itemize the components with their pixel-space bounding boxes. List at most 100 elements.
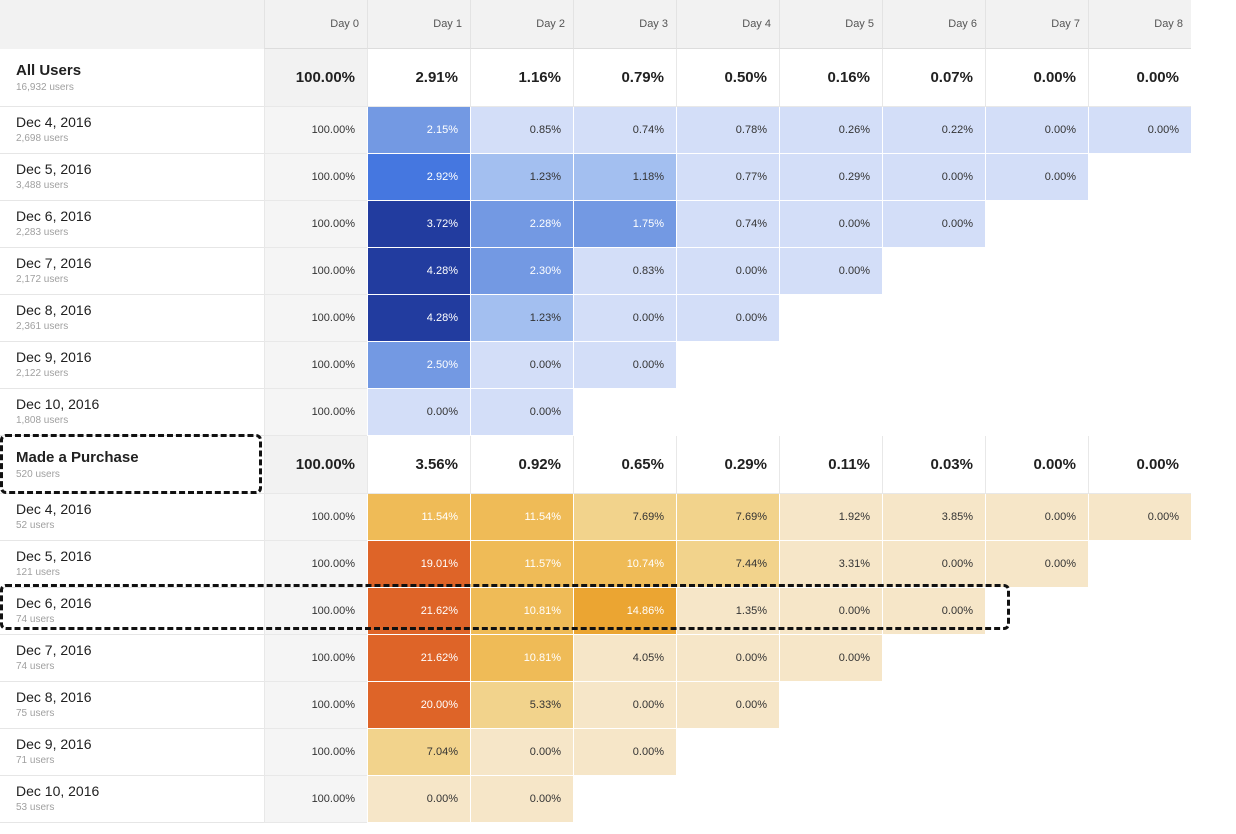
cohort-cell[interactable]: 100.00% bbox=[264, 295, 367, 342]
cohort-cell[interactable]: 1.75% bbox=[573, 201, 676, 248]
column-header[interactable]: Day 4 bbox=[676, 0, 779, 49]
cohort-cell[interactable]: 0.29% bbox=[779, 154, 882, 201]
cohort-row-label[interactable]: Dec 7, 2016 2,172 users bbox=[0, 248, 264, 295]
cohort-cell[interactable]: 0.00% bbox=[985, 494, 1088, 541]
column-header[interactable]: Day 1 bbox=[367, 0, 470, 49]
cohort-cell[interactable]: 100.00% bbox=[264, 342, 367, 389]
cohort-cell[interactable]: 0.00% bbox=[779, 201, 882, 248]
cohort-cell[interactable]: 0.00% bbox=[779, 588, 882, 635]
cohort-cell[interactable]: 19.01% bbox=[367, 541, 470, 588]
cohort-cell[interactable]: 0.00% bbox=[470, 389, 573, 436]
cohort-row-label[interactable]: Dec 6, 2016 74 users bbox=[0, 588, 264, 635]
cohort-cell[interactable]: 14.86% bbox=[573, 588, 676, 635]
cohort-cell[interactable]: 2.92% bbox=[367, 154, 470, 201]
column-header[interactable]: Day 8 bbox=[1088, 0, 1191, 49]
cohort-cell[interactable]: 10.81% bbox=[470, 635, 573, 682]
cohort-cell[interactable]: 0.83% bbox=[573, 248, 676, 295]
cohort-cell[interactable]: 0.85% bbox=[470, 107, 573, 154]
cohort-cell[interactable]: 0.26% bbox=[779, 107, 882, 154]
cohort-cell[interactable]: 0.00% bbox=[779, 248, 882, 295]
cohort-row-label[interactable]: Dec 5, 2016 3,488 users bbox=[0, 154, 264, 201]
cohort-cell[interactable]: 0.00% bbox=[985, 107, 1088, 154]
cohort-cell[interactable]: 21.62% bbox=[367, 588, 470, 635]
cohort-cell[interactable]: 100.00% bbox=[264, 389, 367, 436]
cohort-cell[interactable]: 2.28% bbox=[470, 201, 573, 248]
cohort-cell[interactable]: 4.28% bbox=[367, 295, 470, 342]
cohort-cell[interactable]: 0.00% bbox=[676, 295, 779, 342]
cohort-cell[interactable]: 100.00% bbox=[264, 729, 367, 776]
cohort-cell[interactable]: 20.00% bbox=[367, 682, 470, 729]
cohort-row-label[interactable]: Dec 4, 2016 2,698 users bbox=[0, 107, 264, 154]
cohort-cell[interactable]: 4.28% bbox=[367, 248, 470, 295]
cohort-cell[interactable]: 0.00% bbox=[573, 295, 676, 342]
column-header[interactable]: Day 5 bbox=[779, 0, 882, 49]
column-header[interactable]: Day 3 bbox=[573, 0, 676, 49]
cohort-cell[interactable]: 100.00% bbox=[264, 494, 367, 541]
cohort-cell[interactable]: 1.92% bbox=[779, 494, 882, 541]
cohort-cell[interactable]: 2.15% bbox=[367, 107, 470, 154]
cohort-cell[interactable]: 100.00% bbox=[264, 588, 367, 635]
column-header[interactable]: Day 2 bbox=[470, 0, 573, 49]
cohort-row-label[interactable]: Dec 10, 2016 1,808 users bbox=[0, 389, 264, 436]
cohort-cell[interactable]: 0.00% bbox=[470, 776, 573, 823]
cohort-cell[interactable]: 100.00% bbox=[264, 541, 367, 588]
cohort-cell[interactable]: 4.05% bbox=[573, 635, 676, 682]
cohort-cell[interactable]: 100.00% bbox=[264, 248, 367, 295]
cohort-cell[interactable]: 0.00% bbox=[470, 342, 573, 389]
cohort-cell[interactable]: 21.62% bbox=[367, 635, 470, 682]
cohort-cell[interactable]: 7.44% bbox=[676, 541, 779, 588]
cohort-cell[interactable]: 0.00% bbox=[676, 635, 779, 682]
cohort-cell[interactable]: 3.31% bbox=[779, 541, 882, 588]
cohort-cell[interactable]: 0.00% bbox=[470, 729, 573, 776]
cohort-cell[interactable]: 0.00% bbox=[882, 541, 985, 588]
cohort-cell[interactable]: 1.35% bbox=[676, 588, 779, 635]
cohort-cell[interactable]: 0.00% bbox=[573, 342, 676, 389]
cohort-cell[interactable]: 11.54% bbox=[470, 494, 573, 541]
cohort-row-label[interactable]: Dec 5, 2016 121 users bbox=[0, 541, 264, 588]
cohort-cell[interactable]: 5.33% bbox=[470, 682, 573, 729]
cohort-row-label[interactable]: Dec 7, 2016 74 users bbox=[0, 635, 264, 682]
cohort-cell[interactable]: 0.00% bbox=[985, 541, 1088, 588]
cohort-cell[interactable]: 0.00% bbox=[882, 588, 985, 635]
cohort-cell[interactable]: 0.00% bbox=[985, 154, 1088, 201]
column-header[interactable]: Day 7 bbox=[985, 0, 1088, 49]
cohort-cell[interactable]: 1.23% bbox=[470, 154, 573, 201]
cohort-cell[interactable]: 7.69% bbox=[573, 494, 676, 541]
cohort-cell[interactable]: 0.00% bbox=[882, 154, 985, 201]
cohort-cell[interactable]: 2.30% bbox=[470, 248, 573, 295]
cohort-row-label[interactable]: Dec 8, 2016 75 users bbox=[0, 682, 264, 729]
cohort-cell[interactable]: 10.74% bbox=[573, 541, 676, 588]
cohort-cell[interactable]: 0.77% bbox=[676, 154, 779, 201]
cohort-cell[interactable]: 7.69% bbox=[676, 494, 779, 541]
cohort-cell[interactable]: 0.22% bbox=[882, 107, 985, 154]
cohort-cell[interactable]: 0.00% bbox=[882, 201, 985, 248]
cohort-cell[interactable]: 100.00% bbox=[264, 635, 367, 682]
cohort-cell[interactable]: 0.00% bbox=[573, 682, 676, 729]
cohort-row-label[interactable]: Dec 6, 2016 2,283 users bbox=[0, 201, 264, 248]
cohort-cell[interactable]: 0.00% bbox=[1088, 494, 1191, 541]
cohort-cell[interactable]: 0.74% bbox=[573, 107, 676, 154]
cohort-cell[interactable]: 0.00% bbox=[367, 776, 470, 823]
column-header[interactable]: Day 6 bbox=[882, 0, 985, 49]
cohort-cell[interactable]: 2.50% bbox=[367, 342, 470, 389]
cohort-cell[interactable]: 0.00% bbox=[676, 248, 779, 295]
cohort-cell[interactable]: 7.04% bbox=[367, 729, 470, 776]
cohort-cell[interactable]: 100.00% bbox=[264, 201, 367, 248]
cohort-cell[interactable]: 100.00% bbox=[264, 154, 367, 201]
cohort-cell[interactable]: 100.00% bbox=[264, 776, 367, 823]
cohort-cell[interactable]: 10.81% bbox=[470, 588, 573, 635]
cohort-cell[interactable]: 11.54% bbox=[367, 494, 470, 541]
cohort-row-label[interactable]: Dec 9, 2016 2,122 users bbox=[0, 342, 264, 389]
cohort-cell[interactable]: 100.00% bbox=[264, 682, 367, 729]
cohort-row-label[interactable]: Dec 10, 2016 53 users bbox=[0, 776, 264, 823]
cohort-cell[interactable]: 0.00% bbox=[676, 682, 779, 729]
cohort-cell[interactable]: 100.00% bbox=[264, 107, 367, 154]
cohort-row-label[interactable]: Dec 8, 2016 2,361 users bbox=[0, 295, 264, 342]
cohort-cell[interactable]: 0.00% bbox=[573, 729, 676, 776]
cohort-cell[interactable]: 0.00% bbox=[1088, 107, 1191, 154]
cohort-cell[interactable]: 3.72% bbox=[367, 201, 470, 248]
cohort-cell[interactable]: 0.78% bbox=[676, 107, 779, 154]
cohort-cell[interactable]: 1.23% bbox=[470, 295, 573, 342]
cohort-cell[interactable]: 0.74% bbox=[676, 201, 779, 248]
cohort-row-label[interactable]: Dec 4, 2016 52 users bbox=[0, 494, 264, 541]
